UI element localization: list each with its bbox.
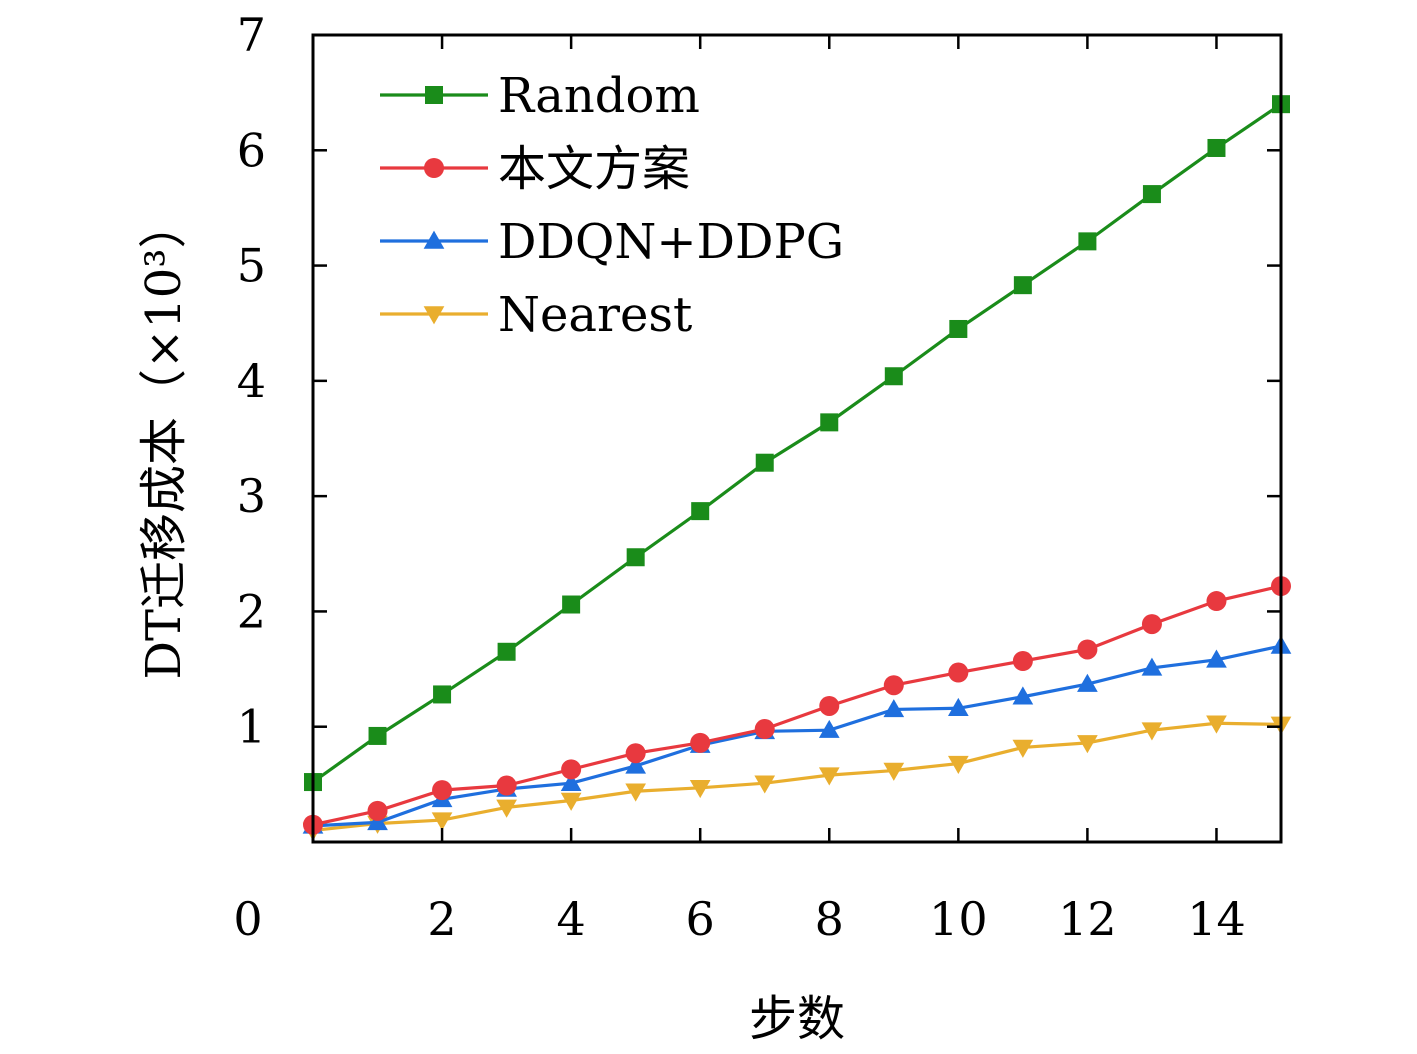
data-point [883,675,904,696]
data-point [1012,739,1034,758]
x-tick-label: 2 [427,892,456,946]
legend-label: Random [498,68,700,124]
data-point [948,662,969,683]
x-tick-label: 4 [556,892,585,946]
data-point [433,685,452,704]
data-point [947,755,969,774]
x-axis-label: 步数 [749,991,845,1047]
data-point [884,367,903,386]
data-point [432,780,453,801]
data-point [1141,657,1163,676]
data-point [1077,735,1098,754]
series-line [312,721,1282,833]
series-2 [303,576,1291,835]
data-point [560,772,582,791]
data-point [689,780,711,799]
data-point [820,413,839,432]
data-point [496,799,517,818]
data-point [1077,639,1098,660]
data-point [818,719,840,738]
legend-item: Nearest [380,287,692,343]
data-point [562,595,581,614]
data-point [819,695,840,716]
x-tick-label: 12 [1058,892,1117,946]
legend-marker [423,306,445,325]
data-point [1142,185,1161,204]
origin-tick-label: 0 [233,892,262,946]
data-point [754,775,776,794]
x-tick-label: 8 [815,892,844,946]
data-point [431,812,453,831]
y-tick-label: 5 [237,239,266,293]
data-point [818,767,840,786]
data-point [560,792,582,811]
legend-label: Nearest [498,287,692,343]
legend-marker [425,86,443,104]
series-1 [304,95,1290,792]
series-4 [302,715,1292,841]
data-point [367,812,388,831]
legend-label: 本文方案 [498,141,690,197]
legend-marker [424,158,444,178]
series-line [312,584,1282,827]
data-point [1141,614,1162,635]
series-line [312,102,1282,784]
data-point [949,319,968,338]
legend-item: DDQN+DDPG [380,214,844,270]
x-tick-label: 14 [1187,892,1246,946]
data-point [1077,673,1098,692]
data-point [755,453,774,472]
data-point [368,726,387,745]
data-point [1012,651,1033,672]
plot-series [302,95,1292,841]
data-point [496,775,517,796]
data-point [1078,232,1097,251]
y-axis-label: DT迁移成本（×10³） [136,200,192,679]
data-point [883,699,905,718]
x-tick-label: 6 [686,892,715,946]
series-3 [302,635,1292,834]
data-point [625,755,647,774]
axis-ticks [313,33,1281,842]
plot-frame [311,33,1283,844]
y-tick-label: 1 [237,700,266,754]
data-point [690,732,711,753]
data-point [1207,138,1226,157]
series-line [312,644,1282,828]
y-tick-label: 4 [237,354,266,408]
data-point [691,502,710,521]
data-point [1206,715,1227,734]
data-point [1206,649,1227,668]
data-point [625,743,646,764]
data-point [1013,276,1032,295]
data-point [1206,591,1227,612]
data-point [625,783,647,802]
y-tick-label: 7 [237,8,266,62]
data-point [626,548,645,567]
legend-label: DDQN+DDPG [498,214,844,270]
legend: Random 本文方案 DDQN+DDPG Nearest [380,68,844,343]
data-point [367,800,388,821]
data-point [561,759,582,780]
y-tick-label: 3 [237,469,266,523]
data-point [754,719,775,740]
data-point [883,762,905,781]
legend-item: Random [380,68,700,124]
data-point [497,642,516,661]
data-point [1012,686,1034,705]
legend-item: 本文方案 [380,141,690,197]
data-point [1141,722,1163,741]
legend-marker [423,230,445,249]
data-point [947,697,969,717]
y-tick-label: 6 [237,123,266,177]
y-tick-label: 2 [237,584,266,638]
x-tick-label: 10 [929,892,988,946]
